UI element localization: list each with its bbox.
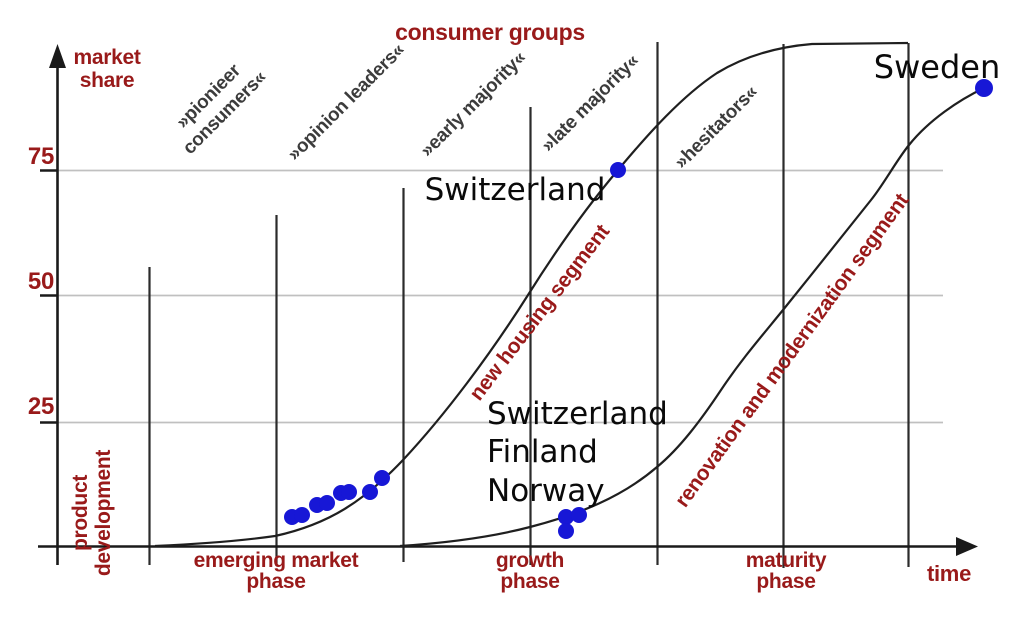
data-point-dot — [319, 495, 335, 511]
new-housing-curve — [154, 41, 909, 548]
emerging-phase-line1: emerging market — [194, 549, 359, 572]
emerging-phase-line2: phase — [246, 570, 305, 593]
renovation-segment-text: renovation and modernization segment — [671, 189, 914, 511]
x-axis-label: time — [927, 561, 971, 586]
label-product-development: product development — [69, 450, 115, 577]
label-renovation-segment: renovation and modernization segment — [671, 189, 914, 511]
late-majority-text: »late majority« — [537, 50, 643, 156]
hesitators-text: »hesitators« — [671, 82, 762, 173]
annotation-cluster-switzerland: Switzerland — [487, 396, 668, 432]
label-early-majority: »early majority« — [416, 47, 530, 161]
annotation-cluster-norway: Norway — [487, 473, 605, 509]
y-axis-label-line2: share — [80, 69, 135, 92]
data-point-dot — [294, 507, 310, 523]
data-point-dot — [558, 523, 574, 539]
y-tick-label-50: 50 — [28, 268, 54, 295]
data-point-dot — [558, 509, 574, 525]
chart-title: consumer groups — [395, 19, 585, 45]
new-housing-segment-text: new housing segment — [465, 220, 614, 405]
scatter-points — [284, 79, 993, 539]
maturity-phase-line2: phase — [756, 570, 815, 593]
x-axis-arrow — [956, 537, 978, 556]
y-axis-label-line1: market — [73, 46, 140, 69]
y-tick-label-75: 75 — [28, 143, 54, 170]
y-axis-arrow — [49, 44, 66, 68]
annotation-sweden: Sweden — [874, 48, 1000, 86]
early-majority-text: »early majority« — [416, 47, 530, 161]
renovation-curve — [399, 87, 985, 548]
data-point-dot — [341, 484, 357, 500]
label-late-majority: »late majority« — [537, 50, 643, 156]
annotation-switzerland-top: Switzerland — [425, 172, 606, 208]
label-new-housing-segment: new housing segment — [465, 220, 614, 405]
y-tick-label-25: 25 — [28, 393, 54, 420]
data-point-dot — [362, 484, 378, 500]
growth-phase-line2: phase — [500, 570, 559, 593]
data-point-dot — [571, 507, 587, 523]
label-hesitators: »hesitators« — [671, 82, 762, 173]
annotation-cluster-finland: Finland — [487, 434, 598, 470]
gridlines — [40, 169, 943, 424]
product-development-line1: product — [69, 475, 92, 551]
product-development-line2: development — [92, 450, 115, 577]
axes — [38, 44, 978, 565]
data-point-dot — [374, 470, 390, 486]
separator-lines — [148, 42, 910, 568]
label-pioneer-consumers: »pionieer consumers« — [172, 60, 271, 159]
opinion-leaders-text: »opinion leaders« — [284, 40, 409, 165]
maturity-phase-line1: maturity — [746, 549, 827, 572]
growth-phase-line1: growth — [496, 549, 564, 572]
data-point-dot — [975, 79, 993, 97]
data-point-dot — [610, 162, 626, 178]
label-opinion-leaders: »opinion leaders« — [284, 40, 409, 165]
